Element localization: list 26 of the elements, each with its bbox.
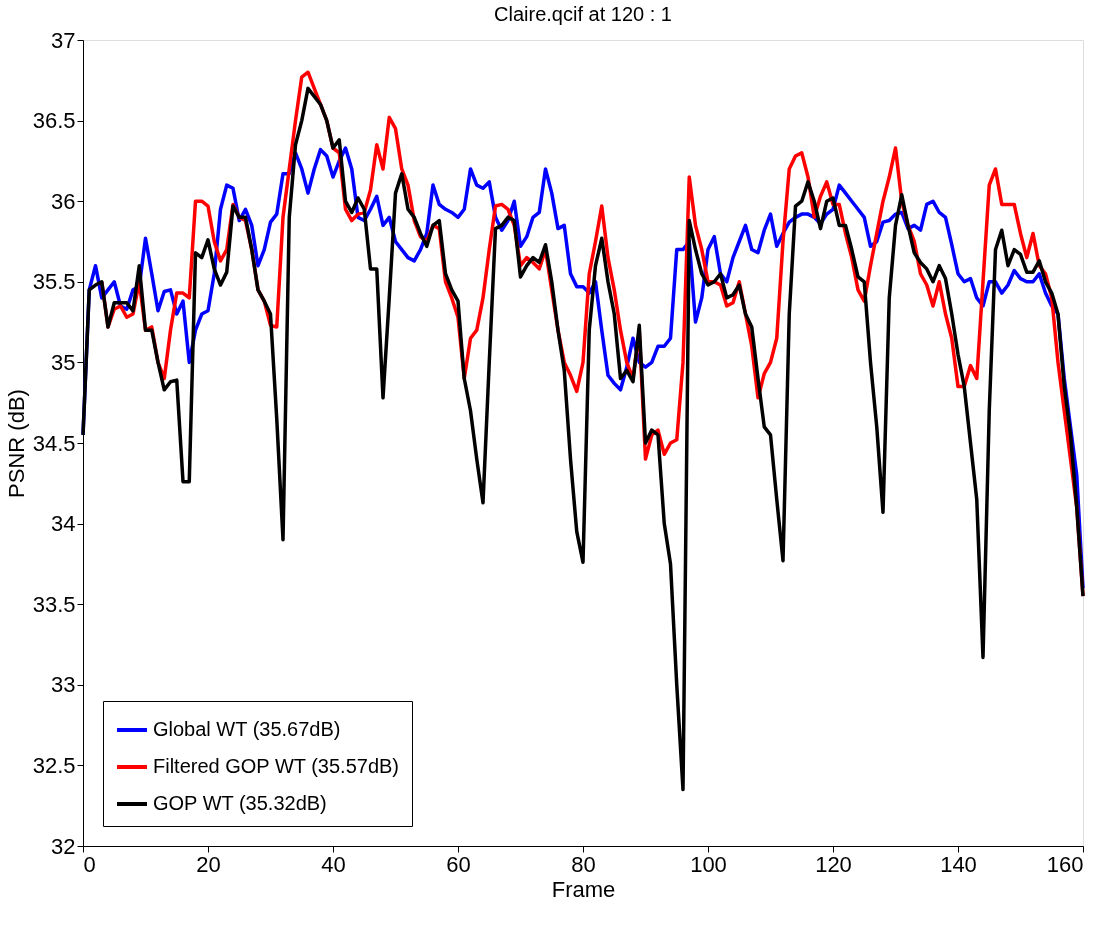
y-tick-label: 36 (51, 188, 76, 214)
x-tick-label: 140 (940, 851, 977, 877)
y-tick-label: 37 (51, 27, 76, 53)
x-tick-label: 20 (196, 851, 221, 877)
y-axis-title: PSNR (dB) (3, 389, 29, 498)
legend-label: Filtered GOP WT (35.57dB) (153, 755, 400, 777)
y-tick-label: 36.5 (32, 108, 76, 134)
x-axis-title: Frame (551, 876, 616, 902)
x-tick-label: 40 (321, 851, 346, 877)
y-tick-label: 33.5 (32, 591, 76, 617)
y-tick-label: 35 (51, 349, 76, 375)
x-tick-label: 80 (571, 851, 596, 877)
y-tick-label: 32 (51, 833, 76, 859)
y-tick-label: 35.5 (32, 269, 76, 295)
legend-label: GOP WT (35.32dB) (153, 792, 327, 814)
legend-label: Global WT (35.67dB) (153, 718, 341, 740)
y-tick-label: 34 (51, 511, 76, 537)
x-tick-label: 160 (1046, 851, 1084, 877)
x-tick-label: 100 (690, 851, 727, 877)
x-tick-label: 60 (446, 851, 471, 877)
x-tick-label: 120 (815, 851, 852, 877)
y-tick-label: 33 (51, 672, 76, 698)
y-tick-label: 32.5 (32, 752, 76, 778)
y-tick-label: 34.5 (32, 430, 76, 456)
x-tick-label: 0 (83, 851, 96, 877)
chart-title: Claire.qcif at 120 : 1 (494, 3, 672, 25)
